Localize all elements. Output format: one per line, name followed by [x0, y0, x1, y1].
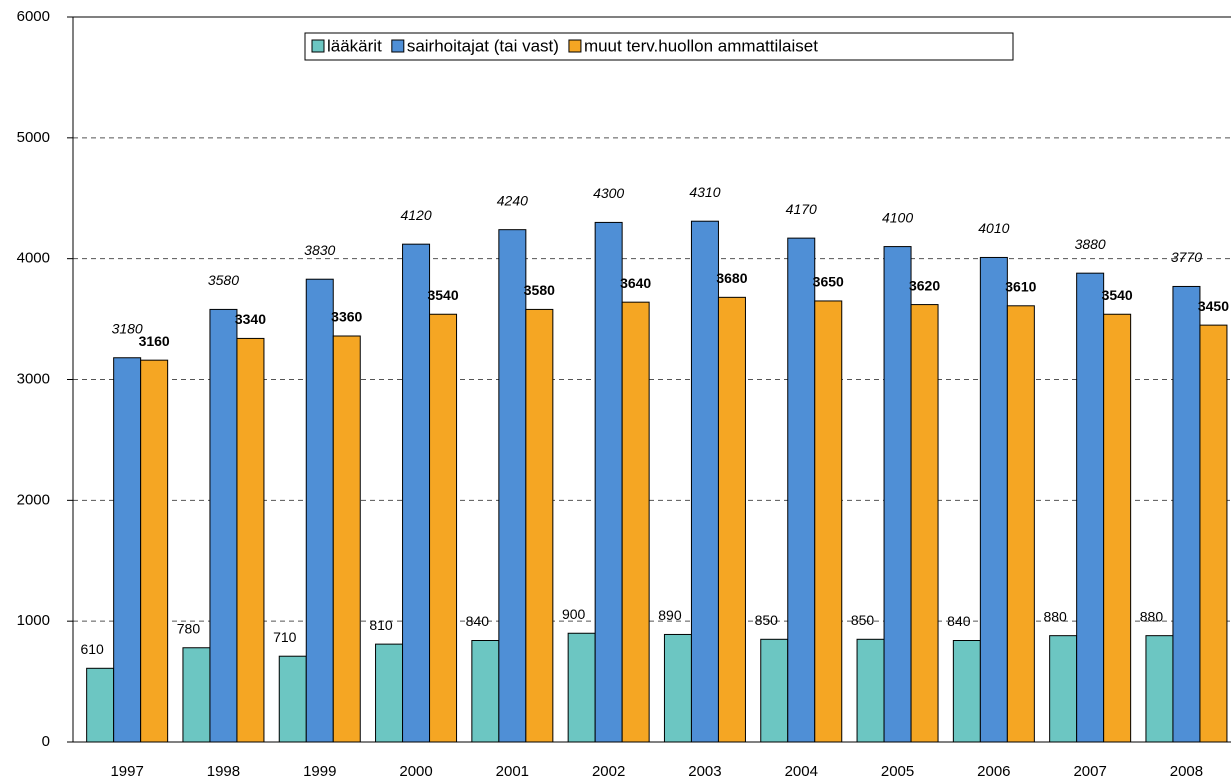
bar: [910, 304, 939, 743]
value-label: 810: [369, 617, 393, 633]
bar: [113, 357, 142, 743]
value-label: 3610: [1005, 278, 1036, 294]
bar: [787, 237, 816, 743]
bar: [1172, 285, 1201, 743]
legend-swatch: [391, 39, 405, 53]
value-label: 3680: [716, 270, 747, 286]
value-label: 880: [1043, 608, 1067, 624]
value-label: 3580: [208, 272, 239, 288]
y-tick-label: 3000: [17, 370, 50, 387]
bar: [402, 243, 431, 743]
bar: [567, 632, 596, 743]
value-label: 840: [947, 613, 971, 629]
value-label: 3620: [909, 277, 940, 293]
legend-label: sairhoitajat (tai vast): [407, 36, 559, 55]
bar: [278, 655, 307, 743]
x-tick-label: 2002: [592, 763, 625, 778]
value-label: 3450: [1198, 298, 1229, 314]
value-label: 610: [80, 641, 104, 657]
value-label: 880: [1140, 608, 1164, 624]
y-tick-label: 6000: [17, 8, 50, 25]
bar: [717, 296, 746, 743]
legend-swatch: [568, 39, 582, 53]
value-label: 3640: [620, 275, 651, 291]
bar: [621, 301, 650, 743]
bar: [209, 308, 238, 743]
value-label: 840: [466, 613, 490, 629]
x-tick-label: 2003: [688, 763, 721, 778]
x-tick-label: 1999: [303, 763, 336, 778]
bar: [1006, 305, 1035, 743]
value-label: 3770: [1171, 249, 1202, 265]
x-tick-label: 1997: [110, 763, 143, 778]
value-label: 4240: [497, 192, 528, 208]
x-tick-label: 2004: [785, 763, 818, 778]
bar: [594, 221, 623, 743]
legend-label: lääkärit: [327, 36, 382, 55]
bar: [498, 229, 527, 743]
value-label: 4010: [978, 220, 1009, 236]
value-label: 3650: [813, 274, 844, 290]
bar: [305, 278, 334, 743]
legend-label: muut terv.huollon ammattilaiset: [584, 36, 818, 55]
bar: [814, 300, 843, 743]
x-tick-label: 1998: [207, 763, 240, 778]
value-label: 3880: [1075, 236, 1106, 252]
bar: [375, 643, 404, 743]
value-label: 3340: [235, 311, 266, 327]
bar: [1049, 635, 1078, 743]
bar: [690, 220, 719, 743]
bar: [856, 638, 885, 743]
value-label: 850: [755, 612, 779, 628]
value-label: 3540: [1102, 287, 1133, 303]
bar: [979, 256, 1008, 743]
x-tick-label: 2007: [1073, 763, 1106, 778]
value-label: 4120: [400, 207, 431, 223]
legend-box: [304, 32, 1014, 61]
x-tick-label: 2001: [496, 763, 529, 778]
y-tick-label: 2000: [17, 491, 50, 508]
bar: [952, 640, 981, 743]
value-label: 4170: [786, 201, 817, 217]
value-label: 3180: [112, 320, 143, 336]
legend-swatch: [311, 39, 325, 53]
value-label: 4310: [689, 184, 720, 200]
x-tick-label: 2005: [881, 763, 914, 778]
bar: [1199, 324, 1228, 743]
x-tick-label: 2008: [1170, 763, 1203, 778]
y-tick-label: 5000: [17, 129, 50, 146]
bar: [471, 640, 500, 743]
value-label: 780: [177, 620, 201, 636]
value-label: 3580: [524, 282, 555, 298]
y-tick-label: 1000: [17, 612, 50, 629]
bar: [760, 638, 789, 743]
y-tick-label: 0: [42, 733, 50, 750]
value-label: 850: [851, 612, 875, 628]
value-label: 4100: [882, 209, 913, 225]
value-label: 890: [658, 607, 682, 623]
bar: [429, 313, 458, 743]
value-label: 3540: [427, 287, 458, 303]
y-tick-label: 4000: [17, 250, 50, 267]
bar: [1145, 635, 1174, 743]
value-label: 3830: [304, 242, 335, 258]
bar: [883, 246, 912, 743]
bar: [1103, 313, 1132, 743]
value-label: 3160: [139, 333, 170, 349]
bar: [236, 337, 265, 743]
bar: [182, 647, 211, 743]
bar: [332, 335, 361, 743]
value-label: 710: [273, 629, 297, 645]
value-label: 900: [562, 606, 586, 622]
bar: [86, 667, 115, 743]
value-label: 4300: [593, 185, 624, 201]
x-tick-label: 2006: [977, 763, 1010, 778]
bar: [1076, 272, 1105, 743]
bar: [140, 359, 169, 743]
bar: [663, 633, 692, 743]
x-tick-label: 2000: [399, 763, 432, 778]
bar: [525, 308, 554, 743]
value-label: 3360: [331, 309, 362, 325]
